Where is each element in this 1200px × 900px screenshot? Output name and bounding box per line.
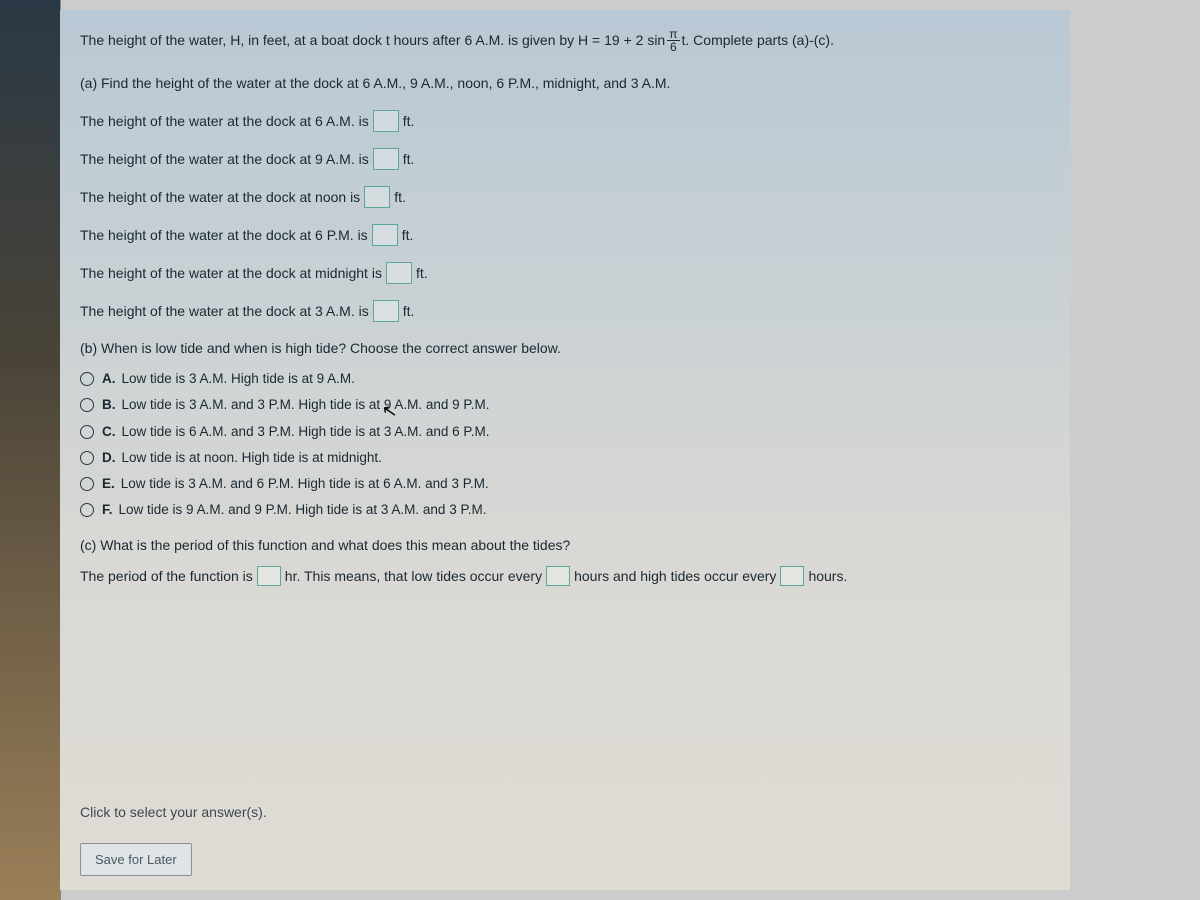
option-letter: E.: [102, 474, 115, 494]
height-line-3am: The height of the water at the dock at 3…: [80, 300, 1050, 322]
low-tide-interval-input[interactable]: [546, 566, 570, 586]
option-text: Low tide is 9 A.M. and 9 P.M. High tide …: [119, 500, 487, 520]
height-input-9am[interactable]: [373, 148, 399, 170]
footer-area: Click to select your answer(s). Save for…: [80, 802, 267, 877]
select-answer-prompt: Click to select your answer(s).: [80, 802, 267, 823]
height-line-noon: The height of the water at the dock at n…: [80, 186, 1050, 208]
save-for-later-button[interactable]: Save for Later: [80, 843, 192, 877]
option-c[interactable]: C. Low tide is 6 A.M. and 3 P.M. High ti…: [80, 422, 1050, 442]
height-post-text: ft.: [403, 111, 415, 132]
option-letter: A.: [102, 369, 116, 389]
height-post-text: ft.: [394, 187, 406, 208]
option-letter: B.: [102, 395, 116, 415]
option-a[interactable]: A. Low tide is 3 A.M. High tide is at 9 …: [80, 369, 1050, 389]
height-input-midnight[interactable]: [386, 262, 412, 284]
question-intro: The height of the water, H, in feet, at …: [80, 28, 1050, 53]
height-pre-text: The height of the water at the dock at n…: [80, 187, 360, 208]
option-text: Low tide is 3 A.M. and 3 P.M. High tide …: [122, 395, 490, 415]
question-panel: The height of the water, H, in feet, at …: [60, 10, 1070, 890]
intro-post: t. Complete parts (a)-(c).: [682, 30, 834, 51]
height-post-text: ft.: [403, 301, 415, 322]
fraction-denominator: 6: [668, 41, 679, 53]
radio-icon: [80, 451, 94, 465]
option-e[interactable]: E. Low tide is 3 A.M. and 6 P.M. High ti…: [80, 474, 1050, 494]
part-c-seg2: hr. This means, that low tides occur eve…: [285, 566, 542, 587]
option-letter: D.: [102, 448, 116, 468]
part-b-label: (b) When is low tide and when is high ti…: [80, 338, 1050, 359]
radio-icon: [80, 477, 94, 491]
option-d[interactable]: D. Low tide is at noon. High tide is at …: [80, 448, 1050, 468]
part-c-label: (c) What is the period of this function …: [80, 535, 1050, 556]
radio-icon: [80, 503, 94, 517]
period-input[interactable]: [257, 566, 281, 586]
height-input-6pm[interactable]: [372, 224, 398, 246]
radio-icon: [80, 425, 94, 439]
part-a-label: (a) Find the height of the water at the …: [80, 73, 1050, 94]
height-input-6am[interactable]: [373, 110, 399, 132]
option-letter: F.: [102, 500, 113, 520]
height-line-midnight: The height of the water at the dock at m…: [80, 262, 1050, 284]
part-c-line: The period of the function is hr. This m…: [80, 566, 1050, 587]
fraction-pi-over-6: π 6: [667, 28, 679, 53]
height-line-6am: The height of the water at the dock at 6…: [80, 110, 1050, 132]
part-c-seg1: The period of the function is: [80, 566, 253, 587]
height-input-noon[interactable]: [364, 186, 390, 208]
high-tide-interval-input[interactable]: [780, 566, 804, 586]
height-post-text: ft.: [402, 225, 414, 246]
option-text: Low tide is at noon. High tide is at mid…: [122, 448, 382, 468]
height-input-3am[interactable]: [373, 300, 399, 322]
option-letter: C.: [102, 422, 116, 442]
option-b[interactable]: B. Low tide is 3 A.M. and 3 P.M. High ti…: [80, 395, 1050, 415]
part-c-seg3: hours and high tides occur every: [574, 566, 776, 587]
option-text: Low tide is 3 A.M. and 6 P.M. High tide …: [121, 474, 489, 494]
radio-icon: [80, 398, 94, 412]
height-pre-text: The height of the water at the dock at 6…: [80, 225, 368, 246]
height-pre-text: The height of the water at the dock at 3…: [80, 301, 369, 322]
height-line-6pm: The height of the water at the dock at 6…: [80, 224, 1050, 246]
part-b-options: A. Low tide is 3 A.M. High tide is at 9 …: [80, 369, 1050, 521]
height-pre-text: The height of the water at the dock at 6…: [80, 111, 369, 132]
monitor-frame: The height of the water, H, in feet, at …: [0, 0, 1200, 900]
intro-pre: The height of the water, H, in feet, at …: [80, 30, 665, 51]
height-pre-text: The height of the water at the dock at 9…: [80, 149, 369, 170]
option-text: Low tide is 3 A.M. High tide is at 9 A.M…: [122, 369, 355, 389]
option-f[interactable]: F. Low tide is 9 A.M. and 9 P.M. High ti…: [80, 500, 1050, 520]
height-line-9am: The height of the water at the dock at 9…: [80, 148, 1050, 170]
height-post-text: ft.: [403, 149, 415, 170]
option-text: Low tide is 6 A.M. and 3 P.M. High tide …: [122, 422, 490, 442]
height-post-text: ft.: [416, 263, 428, 284]
height-pre-text: The height of the water at the dock at m…: [80, 263, 382, 284]
part-c-seg4: hours.: [808, 566, 847, 587]
radio-icon: [80, 372, 94, 386]
